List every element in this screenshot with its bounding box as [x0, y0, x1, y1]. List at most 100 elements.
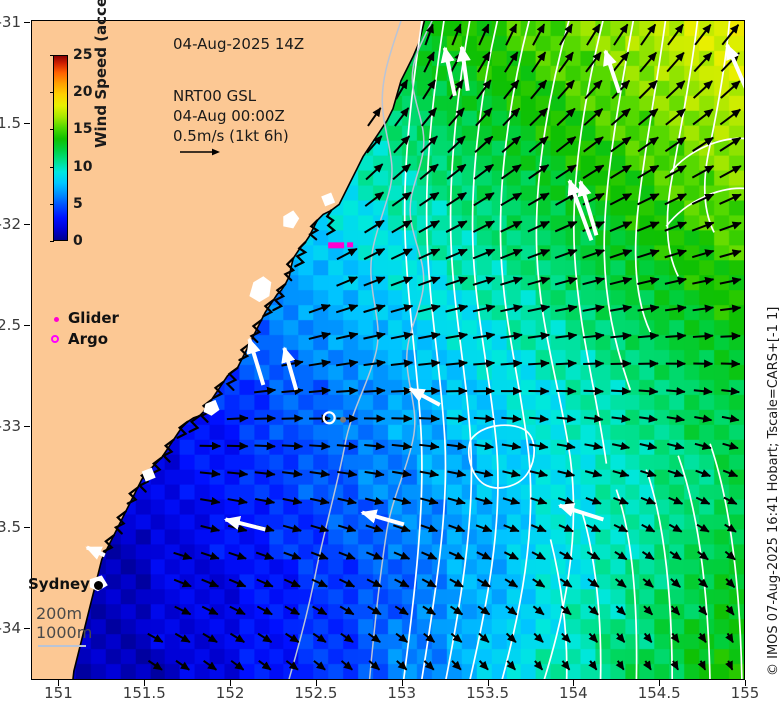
colorbar-tick: [50, 92, 54, 94]
platform-marker-layer[interactable]: [32, 21, 744, 679]
wind-arrow: [478, 23, 490, 46]
wind-arrow: [691, 165, 715, 179]
wind-arrow: [336, 386, 359, 396]
wind-arrow: [418, 331, 441, 340]
colorbar-tick-label: 25: [73, 47, 93, 63]
wind-arrow: [612, 469, 630, 478]
wind-arrow: [394, 107, 410, 127]
wind-arrow: [365, 551, 383, 560]
wind-arrow: [390, 304, 414, 313]
y-tick-label: -33.5: [0, 517, 21, 536]
current-arrow: [440, 46, 457, 97]
wind-arrow: [313, 660, 326, 671]
wind-arrow: [666, 51, 685, 73]
wind-arrow: [502, 496, 521, 505]
wind-arrow: [557, 496, 575, 505]
wind-arrow: [638, 80, 658, 100]
wind-arrow: [283, 551, 302, 560]
wind-arrow: [668, 496, 684, 505]
x-tick-label: 153.5: [466, 684, 510, 702]
wind-arrow: [697, 660, 707, 671]
wind-arrow: [583, 386, 604, 396]
x-tick-label: 153: [387, 684, 417, 702]
wind-arrow: [230, 659, 245, 671]
wind-arrow: [446, 441, 467, 451]
wind-arrow: [691, 221, 715, 232]
wind-arrow: [642, 660, 652, 671]
wind-arrow: [527, 220, 550, 233]
wind-arrow: [363, 386, 386, 396]
wind-arrow: [474, 441, 495, 451]
wind-arrow: [478, 632, 490, 643]
current-arrow: [557, 503, 604, 522]
x-tick: [58, 680, 60, 686]
wind-arrow: [446, 414, 468, 423]
wind-arrow: [695, 496, 711, 505]
x-tick-label: 154: [559, 684, 588, 702]
wind-arrow: [500, 248, 523, 260]
wind-arrow: [531, 51, 547, 73]
wind-arrow: [257, 632, 273, 643]
map-plot-area[interactable]: [31, 20, 745, 680]
wind-arrow: [719, 108, 741, 126]
current-arrow: [603, 49, 622, 94]
wind-arrow: [584, 469, 603, 478]
wind-arrow: [311, 578, 328, 588]
wind-arrow: [611, 414, 631, 423]
wind-arrow: [474, 135, 494, 154]
wind-arrow: [502, 107, 521, 127]
wind-arrow: [446, 191, 467, 207]
wind-arrow: [722, 469, 739, 478]
glider-legend-marker-icon: [54, 317, 59, 322]
wind-arrow: [420, 135, 438, 154]
coastline-detail: [102, 209, 337, 553]
wind-arrow: [448, 524, 466, 533]
wind-arrow: [449, 79, 464, 100]
y-tick: [24, 22, 30, 24]
x-tick: [659, 680, 661, 686]
current-arrow: [360, 509, 405, 527]
wind-arrow: [641, 551, 655, 561]
current-arrow: [456, 45, 471, 92]
wind-arrow: [637, 136, 659, 153]
wind-arrow: [724, 523, 737, 533]
colorbar-tick: [50, 166, 54, 168]
wind-arrow: [254, 386, 277, 396]
wind-arrow: [637, 164, 660, 179]
wind-arrow: [697, 632, 707, 643]
wind-arrow: [614, 551, 628, 561]
wind-arrow: [640, 469, 657, 478]
wind-arrow: [147, 632, 164, 643]
current-arrow: [281, 346, 299, 391]
wind-arrow: [477, 51, 491, 73]
wind-arrow: [588, 632, 599, 643]
wind-arrow: [609, 164, 632, 179]
wind-arrow: [530, 524, 547, 533]
wind-arrow: [692, 108, 714, 126]
wind-arrow: [336, 276, 359, 287]
argo-legend-marker-icon: [51, 335, 59, 343]
wind-arrow: [582, 331, 605, 341]
wind-arrow: [390, 248, 413, 260]
wind-arrow: [531, 551, 546, 561]
wind-arrow: [719, 221, 742, 232]
wind-arrow: [254, 496, 276, 506]
wind-arrow: [476, 79, 492, 100]
wind-arrow: [310, 551, 329, 560]
wind-arrow: [475, 107, 493, 127]
wind-arrow: [665, 80, 686, 99]
wind-arrow: [417, 276, 441, 287]
wind-arrow: [609, 276, 633, 286]
wind-arrow: [173, 551, 193, 560]
wind-arrow: [694, 414, 713, 423]
wind-arrow: [609, 221, 633, 233]
wind-arrow: [610, 331, 632, 341]
wind-arrow: [528, 135, 549, 153]
y-tick-label: -32.5: [0, 315, 21, 334]
wind-arrow: [614, 578, 627, 588]
wind-arrow: [696, 523, 710, 533]
wind-arrow: [694, 23, 712, 46]
wind-arrow: [255, 551, 275, 560]
wind-arrow: [200, 551, 220, 560]
wind-arrow: [532, 605, 545, 616]
